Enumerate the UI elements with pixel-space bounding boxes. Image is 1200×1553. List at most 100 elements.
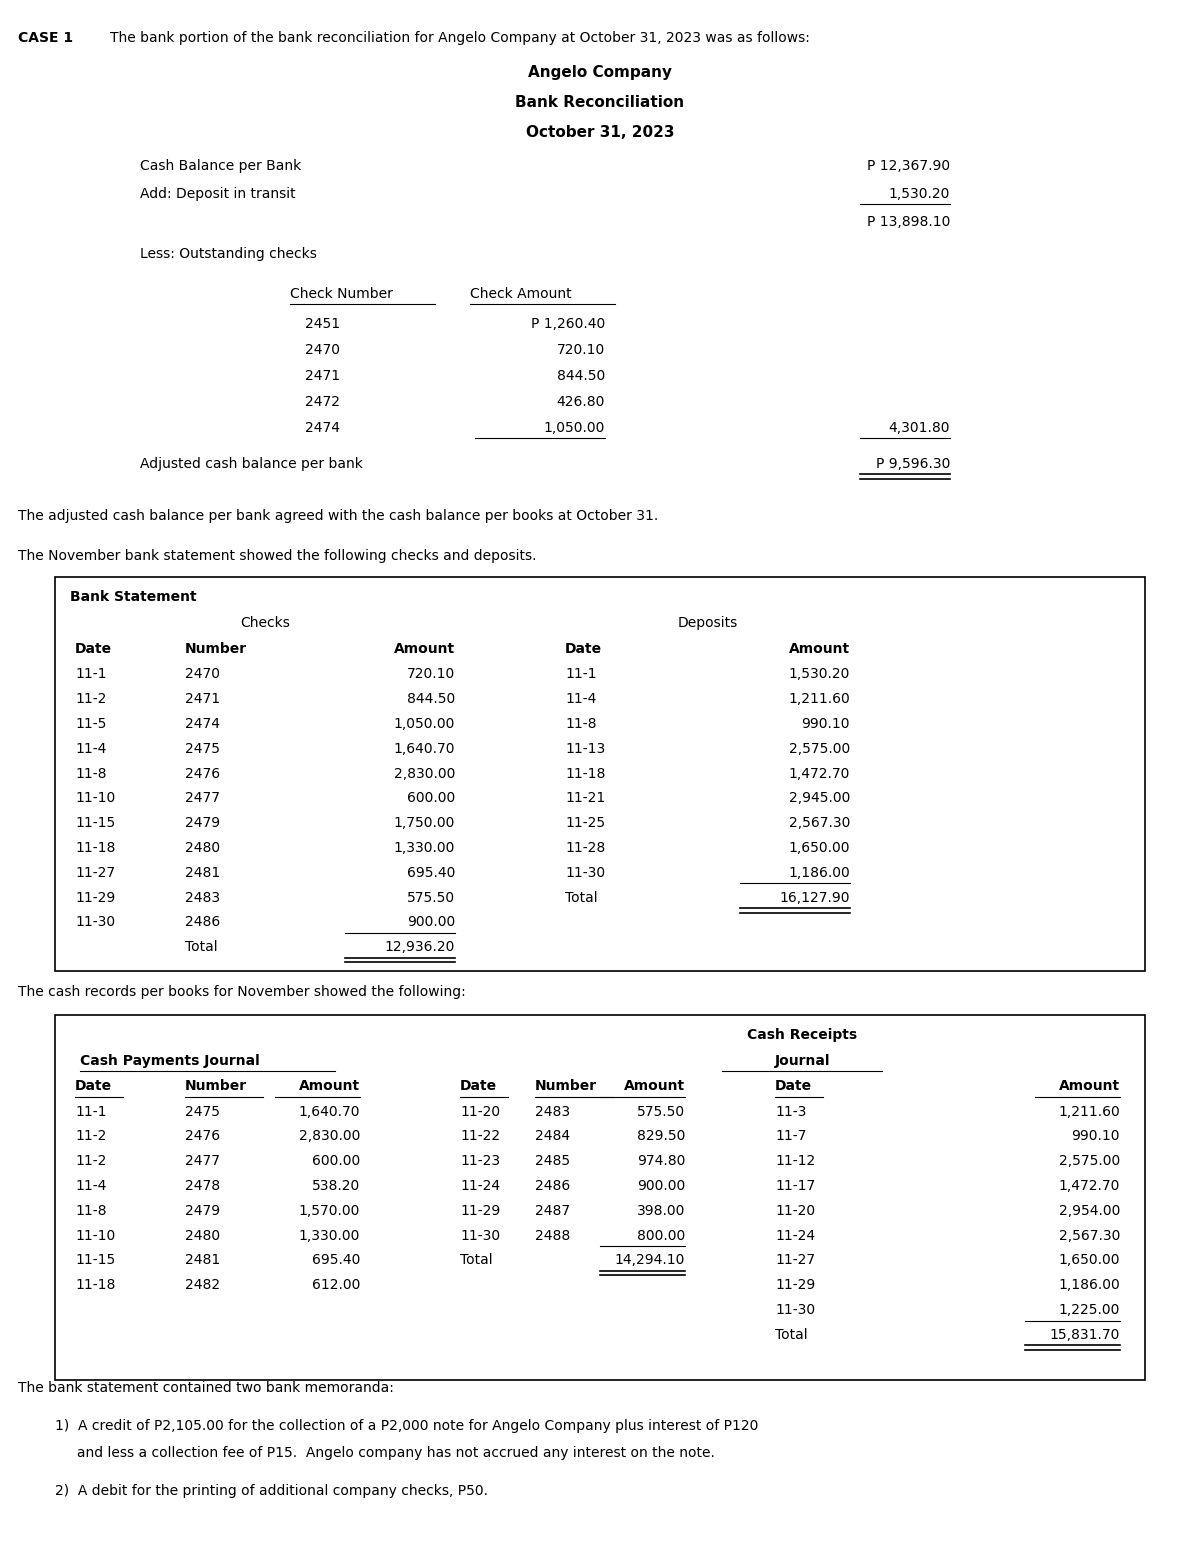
FancyBboxPatch shape	[55, 578, 1145, 971]
Text: 11-3: 11-3	[775, 1104, 806, 1118]
Text: 2481: 2481	[185, 1253, 221, 1267]
Text: 1,530.20: 1,530.20	[889, 186, 950, 200]
Text: P 9,596.30: P 9,596.30	[876, 457, 950, 471]
Text: 2478: 2478	[185, 1179, 220, 1193]
Text: 2471: 2471	[185, 693, 220, 707]
Text: 11-20: 11-20	[775, 1204, 815, 1218]
Text: 11-29: 11-29	[74, 891, 115, 905]
Text: 1,225.00: 1,225.00	[1058, 1303, 1120, 1317]
Text: 1,530.20: 1,530.20	[788, 668, 850, 682]
Text: 600.00: 600.00	[312, 1154, 360, 1168]
Text: 11-30: 11-30	[565, 867, 605, 881]
Text: 11-12: 11-12	[775, 1154, 815, 1168]
Text: 11-24: 11-24	[460, 1179, 500, 1193]
Text: 2486: 2486	[535, 1179, 570, 1193]
Text: 11-13: 11-13	[565, 742, 605, 756]
Text: Angelo Company: Angelo Company	[528, 65, 672, 81]
Text: Cash Payments Journal: Cash Payments Journal	[80, 1053, 259, 1067]
Text: Number: Number	[185, 641, 247, 655]
Text: 2)  A debit for the printing of additional company checks, P50.: 2) A debit for the printing of additiona…	[55, 1483, 488, 1497]
Text: 11-15: 11-15	[74, 1253, 115, 1267]
Text: 1,186.00: 1,186.00	[1058, 1278, 1120, 1292]
Text: 11-28: 11-28	[565, 842, 605, 856]
Text: 2477: 2477	[185, 792, 220, 806]
Text: and less a collection fee of P15.  Angelo company has not accrued any interest o: and less a collection fee of P15. Angelo…	[55, 1446, 715, 1460]
Text: 720.10: 720.10	[557, 343, 605, 357]
Text: Check Number: Check Number	[290, 287, 392, 301]
Text: 1,211.60: 1,211.60	[1058, 1104, 1120, 1118]
Text: Date: Date	[460, 1079, 497, 1093]
Text: 11-23: 11-23	[460, 1154, 500, 1168]
Text: 974.80: 974.80	[637, 1154, 685, 1168]
Text: 990.10: 990.10	[802, 717, 850, 731]
Text: 844.50: 844.50	[407, 693, 455, 707]
Text: Check Amount: Check Amount	[470, 287, 571, 301]
Text: Number: Number	[185, 1079, 247, 1093]
Text: 426.80: 426.80	[557, 394, 605, 408]
Text: 990.10: 990.10	[1072, 1129, 1120, 1143]
Text: 11-2: 11-2	[74, 1129, 107, 1143]
Text: 2480: 2480	[185, 1228, 220, 1242]
Text: P 13,898.10: P 13,898.10	[866, 214, 950, 228]
Text: P 12,367.90: P 12,367.90	[866, 158, 950, 172]
Text: Amount: Amount	[788, 641, 850, 655]
Text: 1,472.70: 1,472.70	[788, 767, 850, 781]
Text: 2485: 2485	[535, 1154, 570, 1168]
Text: Date: Date	[775, 1079, 812, 1093]
Text: 2,830.00: 2,830.00	[299, 1129, 360, 1143]
Text: 900.00: 900.00	[637, 1179, 685, 1193]
Text: 2483: 2483	[535, 1104, 570, 1118]
Text: Date: Date	[74, 641, 112, 655]
Text: Total: Total	[185, 940, 217, 954]
Text: 575.50: 575.50	[637, 1104, 685, 1118]
Text: 2,945.00: 2,945.00	[788, 792, 850, 806]
Text: 1,211.60: 1,211.60	[788, 693, 850, 707]
Text: 2481: 2481	[185, 867, 221, 881]
Text: 1,186.00: 1,186.00	[788, 867, 850, 881]
Text: Total: Total	[565, 891, 598, 905]
Text: 2,567.30: 2,567.30	[788, 817, 850, 831]
Text: 900.00: 900.00	[407, 916, 455, 930]
Text: 12,936.20: 12,936.20	[385, 940, 455, 954]
Text: 11-1: 11-1	[565, 668, 596, 682]
Text: 14,294.10: 14,294.10	[614, 1253, 685, 1267]
Text: 2,567.30: 2,567.30	[1058, 1228, 1120, 1242]
Text: Amount: Amount	[624, 1079, 685, 1093]
Text: 2488: 2488	[535, 1228, 570, 1242]
Text: Less: Outstanding checks: Less: Outstanding checks	[140, 247, 317, 261]
Text: Adjusted cash balance per bank: Adjusted cash balance per bank	[140, 457, 362, 471]
Text: 538.20: 538.20	[312, 1179, 360, 1193]
Text: 11-8: 11-8	[565, 717, 596, 731]
Text: Cash Receipts: Cash Receipts	[748, 1028, 858, 1042]
Text: 2471: 2471	[305, 370, 340, 384]
Text: 11-29: 11-29	[460, 1204, 500, 1218]
Text: 11-10: 11-10	[74, 1228, 115, 1242]
Text: 2470: 2470	[185, 668, 220, 682]
Text: Total: Total	[460, 1253, 493, 1267]
Text: 11-1: 11-1	[74, 668, 107, 682]
Text: 2,830.00: 2,830.00	[394, 767, 455, 781]
Text: Add: Deposit in transit: Add: Deposit in transit	[140, 186, 295, 200]
Text: 2477: 2477	[185, 1154, 220, 1168]
Text: Date: Date	[74, 1079, 112, 1093]
Text: 612.00: 612.00	[312, 1278, 360, 1292]
Text: 2470: 2470	[305, 343, 340, 357]
Text: 2476: 2476	[185, 1129, 220, 1143]
Text: 11-21: 11-21	[565, 792, 605, 806]
Text: Checks: Checks	[240, 617, 290, 631]
Text: 2486: 2486	[185, 916, 221, 930]
Text: 1,650.00: 1,650.00	[1058, 1253, 1120, 1267]
Text: October 31, 2023: October 31, 2023	[526, 124, 674, 140]
Text: 11-8: 11-8	[74, 1204, 107, 1218]
Text: 1,472.70: 1,472.70	[1058, 1179, 1120, 1193]
Text: 2451: 2451	[305, 317, 340, 331]
Text: Journal: Journal	[775, 1053, 830, 1067]
Text: 1,750.00: 1,750.00	[394, 817, 455, 831]
Text: The November bank statement showed the following checks and deposits.: The November bank statement showed the f…	[18, 550, 536, 564]
Text: Total: Total	[775, 1328, 808, 1342]
Text: Date: Date	[565, 641, 602, 655]
Text: 1,050.00: 1,050.00	[394, 717, 455, 731]
Text: 2484: 2484	[535, 1129, 570, 1143]
Text: 11-18: 11-18	[74, 842, 115, 856]
Text: The bank statement contained two bank memoranda:: The bank statement contained two bank me…	[18, 1381, 394, 1395]
